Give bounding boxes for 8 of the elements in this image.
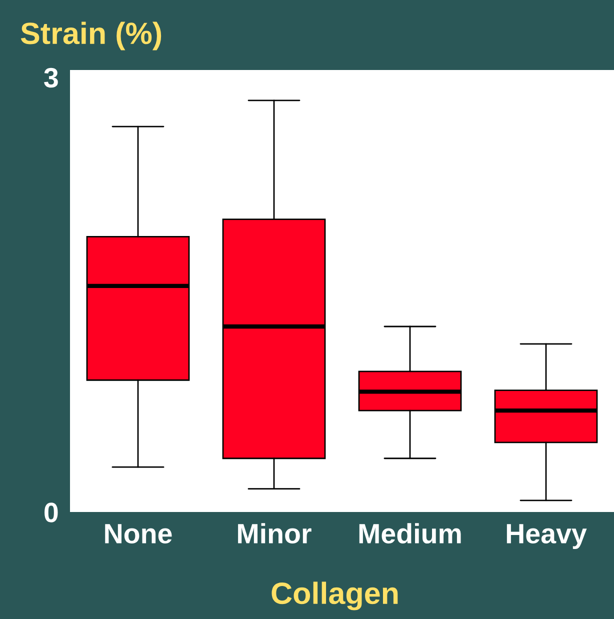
x-tick-label: Medium: [359, 523, 461, 544]
y-axis-title: Strain (%): [20, 22, 162, 50]
x-axis-title: Collagen: [272, 582, 398, 610]
y-tick-label: 3: [44, 68, 58, 88]
x-tick-label: None: [105, 524, 172, 544]
x-tick-label: Heavy: [506, 524, 587, 550]
x-tick-label: Minor: [238, 523, 312, 544]
y-tick-label: 0: [44, 502, 58, 522]
